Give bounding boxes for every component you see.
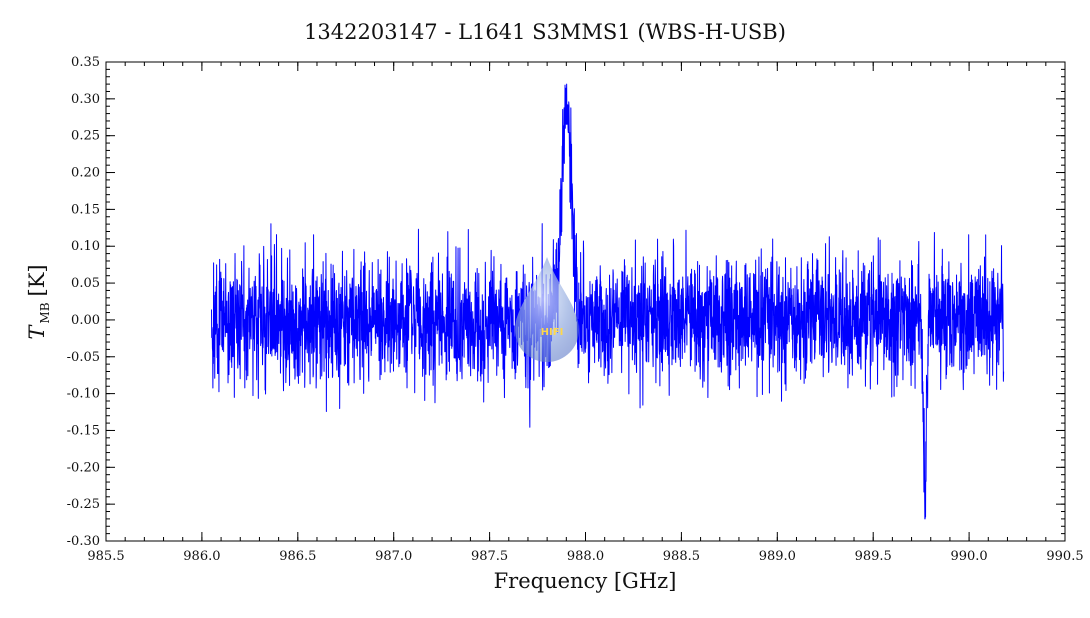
y-tick-label: -0.20 — [67, 460, 100, 475]
y-tick-label: 0.15 — [71, 202, 100, 217]
x-tick-label: 988.5 — [663, 549, 700, 564]
x-tick-label: 989.5 — [855, 549, 892, 564]
x-tick-label: 989.0 — [759, 549, 796, 564]
svg-text:TMB[K]: TMB [K] — [25, 264, 52, 339]
x-tick-label: 987.5 — [471, 549, 508, 564]
x-axis-label: Frequency [GHz] — [494, 569, 677, 593]
x-tick-label: 990.5 — [1046, 549, 1083, 564]
y-tick-label: 0.05 — [71, 276, 100, 291]
y-tick-label: 0.00 — [71, 313, 100, 328]
y-axis-subscript: MB — [38, 302, 52, 323]
y-tick-label: 0.30 — [71, 92, 100, 107]
x-tick-label: 985.5 — [87, 549, 124, 564]
y-tick-label: 0.35 — [71, 55, 100, 70]
hifi-watermark-logo — [515, 257, 579, 362]
x-tick-label: 988.0 — [567, 549, 604, 564]
y-tick-label: 0.20 — [71, 166, 100, 181]
x-tick-label: 990.0 — [950, 549, 987, 564]
plot-area: HIFI 985.5 986.0 986.5 987.0 987.5 988.0 988.5 9… — [67, 55, 1084, 564]
hifi-watermark-text: HIFI — [541, 327, 564, 338]
y-tick-label: 0.25 — [71, 129, 100, 144]
y-tick-label: -0.05 — [67, 350, 100, 365]
x-tick-label: 986.5 — [279, 549, 316, 564]
y-axis-symbol: T — [25, 324, 49, 340]
chart-title: 1342203147 - L1641 S3MMS1 (WBS-H-USB) — [304, 20, 786, 44]
y-tick-label: -0.15 — [67, 423, 100, 438]
y-axis-label: TMB [K] — [25, 264, 52, 339]
y-tick-label: -0.25 — [67, 497, 100, 512]
y-axis-unit: [K] — [25, 264, 49, 296]
y-tick-label: -0.10 — [67, 387, 100, 402]
spectrum-line — [210, 83, 1005, 520]
y-tick-label: 0.10 — [71, 239, 100, 254]
x-tick-label: 986.0 — [183, 549, 220, 564]
x-tick-label: 987.0 — [375, 549, 412, 564]
y-tick-label: -0.30 — [67, 534, 100, 549]
